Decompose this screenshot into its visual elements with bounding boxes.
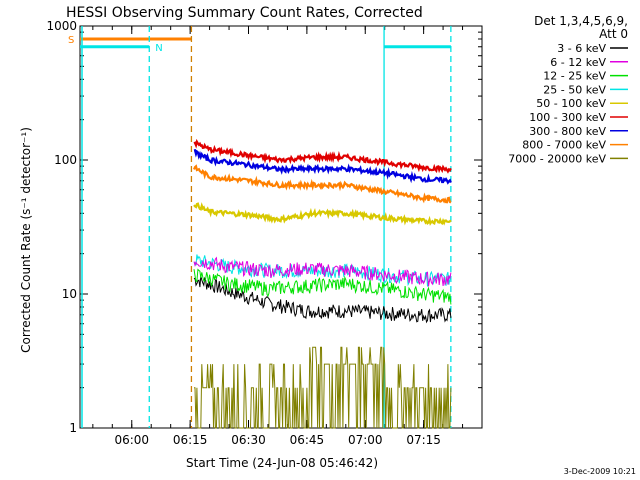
legend-entry-label: 12 - 25 keV <box>543 70 606 83</box>
legend-entry-label: 7000 - 20000 keV <box>508 152 606 165</box>
legend-entry-label: 100 - 300 keV <box>529 111 606 124</box>
y-tick-label: 1 <box>69 421 77 435</box>
legend-subtitle: Att 0 <box>599 27 628 41</box>
legend-entry-label: 300 - 800 keV <box>529 125 606 138</box>
series-line-2 <box>193 268 452 305</box>
y-tick-label: 100 <box>54 153 77 167</box>
series-line-4 <box>193 202 452 226</box>
series-line-7 <box>192 164 452 204</box>
legend-entry-label: 50 - 100 keV <box>536 97 606 110</box>
x-axis-label: Start Time (24-Jun-08 05:46:42) <box>186 456 378 470</box>
marker-label-s: S <box>68 35 74 46</box>
x-tick-label: 06:15 <box>173 433 208 447</box>
series-line-1 <box>193 256 452 287</box>
series-line-5 <box>193 138 452 174</box>
series-line-6 <box>193 149 452 185</box>
x-tick-label: 07:00 <box>348 433 383 447</box>
series-line-3 <box>193 254 452 287</box>
plot-area: 1 10 100 1000 06:00 06:15 06:30 06:45 07:00 07:15… <box>46 19 483 447</box>
series-line-0 <box>193 275 452 324</box>
y-tick-label: 1000 <box>46 19 77 33</box>
x-tick-label: 06:30 <box>231 433 266 447</box>
chart-title: HESSI Observing Summary Count Rates, Cor… <box>66 5 423 21</box>
legend-entry-label: 800 - 7000 keV <box>522 139 606 152</box>
legend-entry-label: 25 - 50 keV <box>543 83 606 96</box>
series-line-8 <box>194 346 452 429</box>
plot-frame <box>79 25 483 429</box>
marker-label-n: N <box>155 43 162 54</box>
legend-entry-label: 3 - 6 keV <box>557 42 606 55</box>
timestamp-footer: 3-Dec-2009 10:21 <box>564 467 636 476</box>
legend-title: Det 1,3,4,5,6,9, <box>534 14 628 28</box>
x-tick-label: 06:45 <box>290 433 325 447</box>
x-tick-label: 06:00 <box>114 433 149 447</box>
y-axis-label: Corrected Count Rate (s⁻¹ detector⁻¹) <box>19 127 33 353</box>
x-tick-label: 07:15 <box>406 433 441 447</box>
y-tick-label: 10 <box>62 287 77 301</box>
legend-entry-label: 6 - 12 keV <box>550 56 606 69</box>
